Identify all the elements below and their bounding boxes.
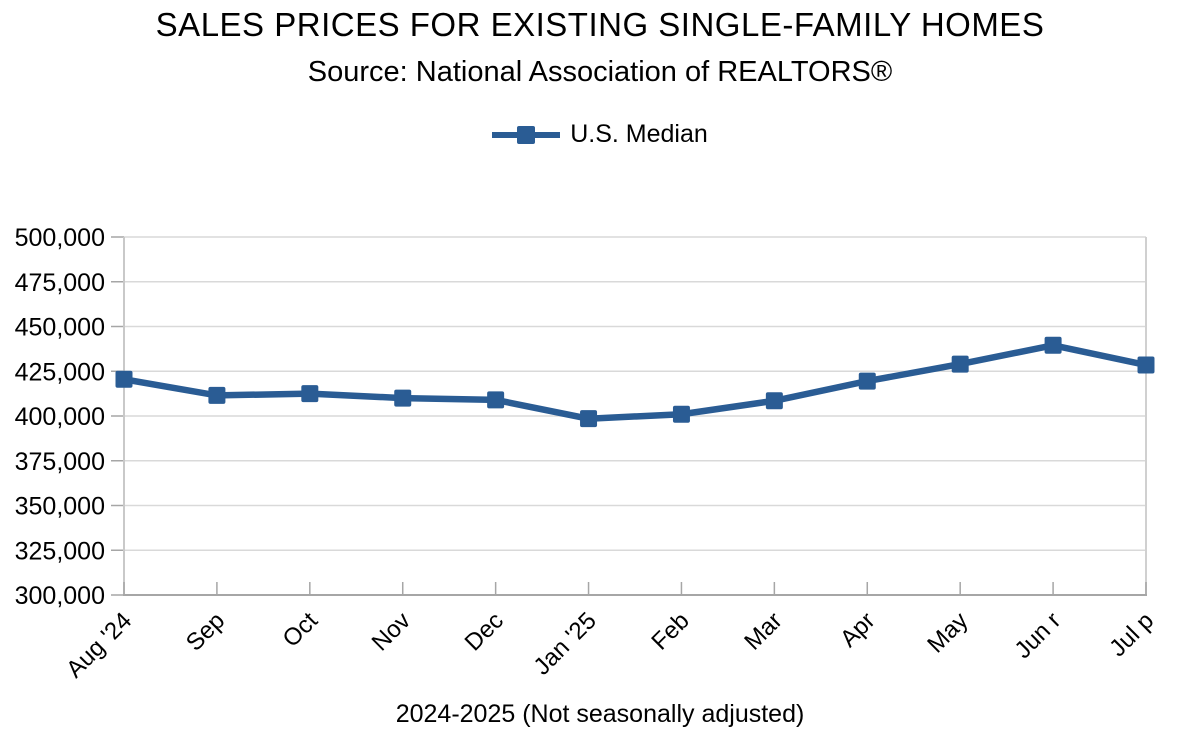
y-axis-label: 500,000: [15, 224, 105, 252]
legend-square-marker-icon: [517, 125, 536, 144]
y-axis-label: 475,000: [15, 269, 105, 297]
legend-line-marker-icon: [492, 124, 561, 146]
legend: U.S. Median: [0, 120, 1200, 149]
legend-label: U.S. Median: [570, 120, 708, 148]
series-line: [123, 341, 1147, 422]
y-axis-label: 375,000: [15, 448, 105, 476]
data-point-marker: [580, 410, 598, 428]
data-point-marker: [1044, 336, 1062, 354]
x-axis-label: Mar: [739, 607, 787, 655]
x-axis-label: Dec: [460, 607, 509, 656]
x-axis-label: Oct: [278, 607, 324, 653]
x-axis-label: Apr: [835, 607, 881, 653]
data-point-marker: [394, 389, 412, 407]
data-point-marker: [858, 372, 876, 390]
data-point-marker: [115, 370, 133, 388]
y-axis-label: 450,000: [15, 314, 105, 342]
y-axis-label: 300,000: [15, 582, 105, 610]
data-point-marker: [1137, 356, 1155, 374]
x-axis-label: Aug '24: [61, 607, 137, 683]
data-point-marker: [301, 385, 319, 403]
y-axis-label: 350,000: [15, 493, 105, 521]
data-point-marker: [672, 405, 690, 423]
y-axis-label: 425,000: [15, 358, 105, 386]
x-axis-label: Feb: [646, 607, 694, 655]
x-axis-label: Jul p: [1104, 607, 1159, 662]
chart-title: SALES PRICES FOR EXISTING SINGLE-FAMILY …: [155, 6, 1045, 43]
data-point-marker: [951, 355, 969, 373]
data-point-marker: [765, 392, 783, 410]
data-point-marker: [208, 386, 226, 404]
x-axis-label: Jan '25: [529, 607, 602, 680]
x-axis-label: Sep: [181, 607, 230, 656]
x-axis-label: Nov: [367, 607, 416, 656]
y-axis-label: 400,000: [15, 403, 105, 431]
data-point-marker: [487, 391, 505, 409]
y-axis-label: 325,000: [15, 537, 105, 565]
x-axis-label: May: [922, 607, 973, 658]
x-axis-caption: 2024-2025 (Not seasonally adjusted): [395, 700, 805, 728]
chart-svg: 300,000 325,000 350,000 375,000 400,000 425,0…: [15, 224, 1160, 683]
x-axis-label: Jun r: [1010, 607, 1067, 664]
chart-subtitle: Source: National Association of REALTORS…: [307, 56, 893, 88]
